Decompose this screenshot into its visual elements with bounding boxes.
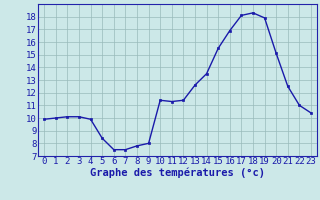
X-axis label: Graphe des températures (°c): Graphe des températures (°c): [90, 168, 265, 178]
